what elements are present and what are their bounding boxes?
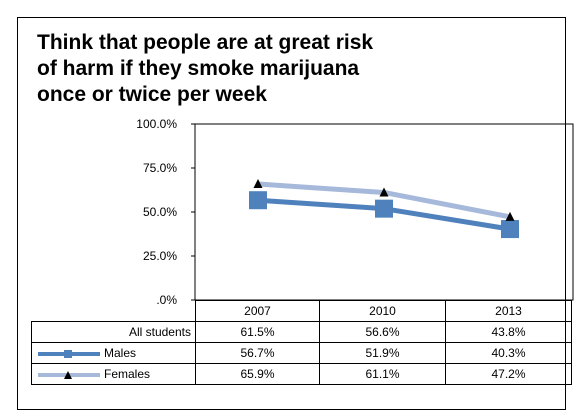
y-tick-label: 25.0% [143, 249, 177, 263]
table-cell: 40.3% [445, 342, 572, 364]
row-label-all-students: All students [31, 321, 196, 343]
chart-title: Think that people are at great risk of h… [37, 31, 374, 106]
chart-axes: 100.0%75.0%50.0%25.0%.0% [136, 117, 574, 307]
table-header-row: 2007 2010 2013 [31, 300, 572, 322]
y-tick-label: 75.0% [143, 161, 177, 175]
table-row: Males 56.7% 51.9% 40.3% [31, 342, 572, 364]
row-label-females: Females [31, 363, 196, 385]
table-header-cell: 2013 [445, 300, 572, 322]
y-tick-label: 50.0% [143, 205, 177, 219]
table-row: Females 65.9% 61.1% 47.2% [31, 363, 572, 385]
legend-label-females: Females [104, 367, 151, 381]
data-table: 2007 2010 2013 All students 61.5% 56.6% … [31, 300, 572, 385]
table-cell: 65.9% [195, 363, 320, 385]
table-cell: 47.2% [445, 363, 572, 385]
legend-key-males [38, 349, 100, 358]
chart-series [249, 179, 519, 239]
y-tick-label: 100.0% [136, 117, 177, 131]
legend-key-females [38, 370, 100, 379]
data-point-females [379, 187, 389, 197]
data-point-females [253, 179, 263, 189]
data-point-males [249, 191, 267, 210]
data-point-females [505, 211, 515, 221]
table-row: All students 61.5% 56.6% 43.8% [31, 321, 572, 343]
legend-label-males: Males [104, 346, 137, 360]
table-cell: 51.9% [319, 342, 446, 364]
table-corner [31, 300, 196, 322]
data-point-males [375, 199, 393, 218]
table-cell: 43.8% [445, 321, 572, 343]
table-header-cell: 2010 [319, 300, 446, 322]
table-cell: 56.7% [195, 342, 320, 364]
table-cell: 56.6% [319, 321, 446, 343]
data-point-males [501, 220, 519, 239]
table-cell: 61.1% [319, 363, 446, 385]
table-header-cell: 2007 [195, 300, 320, 322]
row-label-males: Males [31, 342, 196, 364]
table-cell: 61.5% [195, 321, 320, 343]
